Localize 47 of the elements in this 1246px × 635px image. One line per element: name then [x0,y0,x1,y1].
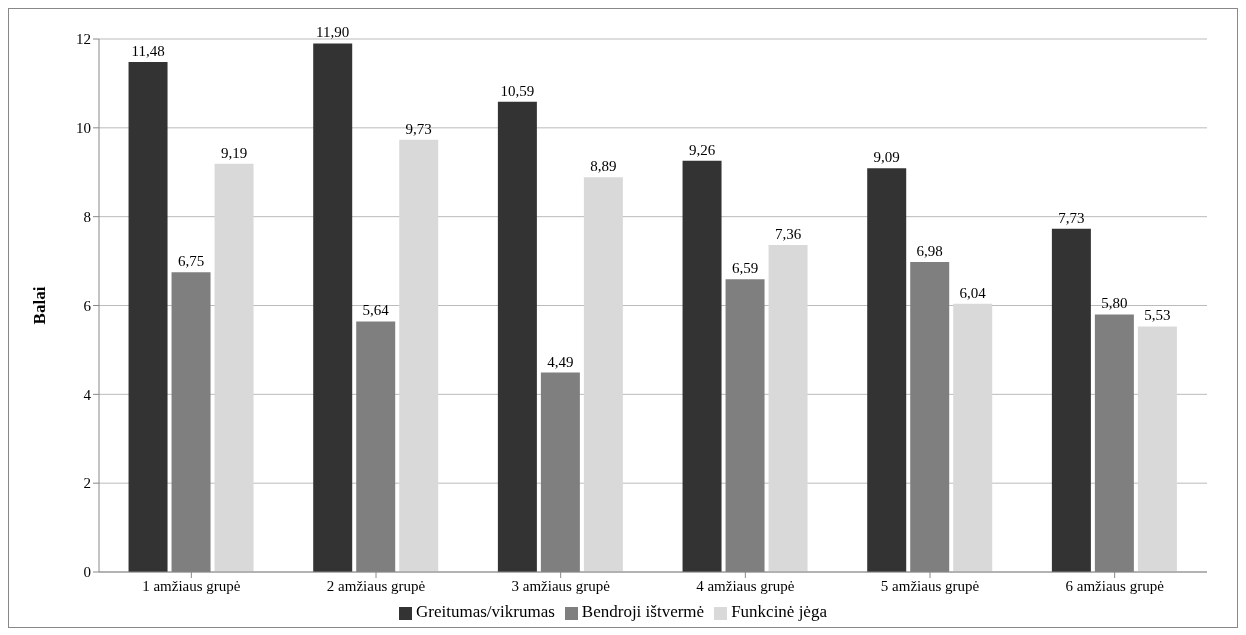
bar [128,62,168,572]
data-label: 4,49 [547,353,574,370]
data-label: 5,64 [362,302,390,319]
x-tick-label: 1 amžiaus grupė [142,577,241,594]
legend-label: Bendroji ištvermė [581,602,705,621]
bar [1051,228,1091,572]
bar [497,101,537,572]
data-label: 9,19 [220,144,248,161]
bar [214,163,254,572]
legend-label: Funkcinė jėga [731,602,827,621]
data-label: 10,59 [500,82,535,99]
bar [583,177,623,572]
bar [682,160,722,572]
legend-label: Greitumas/vikrumas [416,602,555,621]
bar [399,139,439,572]
y-tick-label: 8 [83,208,91,225]
data-label: 9,09 [873,149,900,166]
bar [867,168,907,572]
data-label: 6,04 [959,284,987,301]
y-tick-label: 0 [83,564,91,581]
data-label: 6,75 [177,253,205,270]
data-label: 6,98 [916,242,943,259]
y-axis-title: Balai [30,286,50,325]
data-label: 6,59 [731,260,759,277]
data-label: 11,48 [131,43,165,60]
bar [768,245,808,572]
data-label: 9,26 [688,141,716,158]
x-tick-label: 4 amžiaus grupė [696,577,795,594]
bar [1137,326,1177,572]
y-tick-label: 10 [76,120,91,137]
data-label: 5,80 [1101,295,1128,312]
x-tick-label: 5 amžiaus grupė [880,577,980,594]
data-label: 8,89 [590,158,617,175]
bar [953,303,993,572]
y-tick-label: 6 [83,297,92,314]
bar [313,43,353,572]
data-label: 5,53 [1144,307,1171,324]
data-label: 9,73 [405,120,432,137]
y-tick-label: 2 [83,475,91,492]
data-label: 7,73 [1058,209,1085,226]
x-tick-label: 3 amžiaus grupė [511,577,611,594]
x-tick-label: 2 amžiaus grupė [326,577,426,594]
x-tick-label: 6 amžiaus grupė [1065,577,1165,594]
data-label: 11,90 [316,24,350,41]
data-label: 7,36 [774,226,802,243]
y-tick-label: 4 [83,386,92,403]
y-tick-label: 12 [76,31,91,48]
